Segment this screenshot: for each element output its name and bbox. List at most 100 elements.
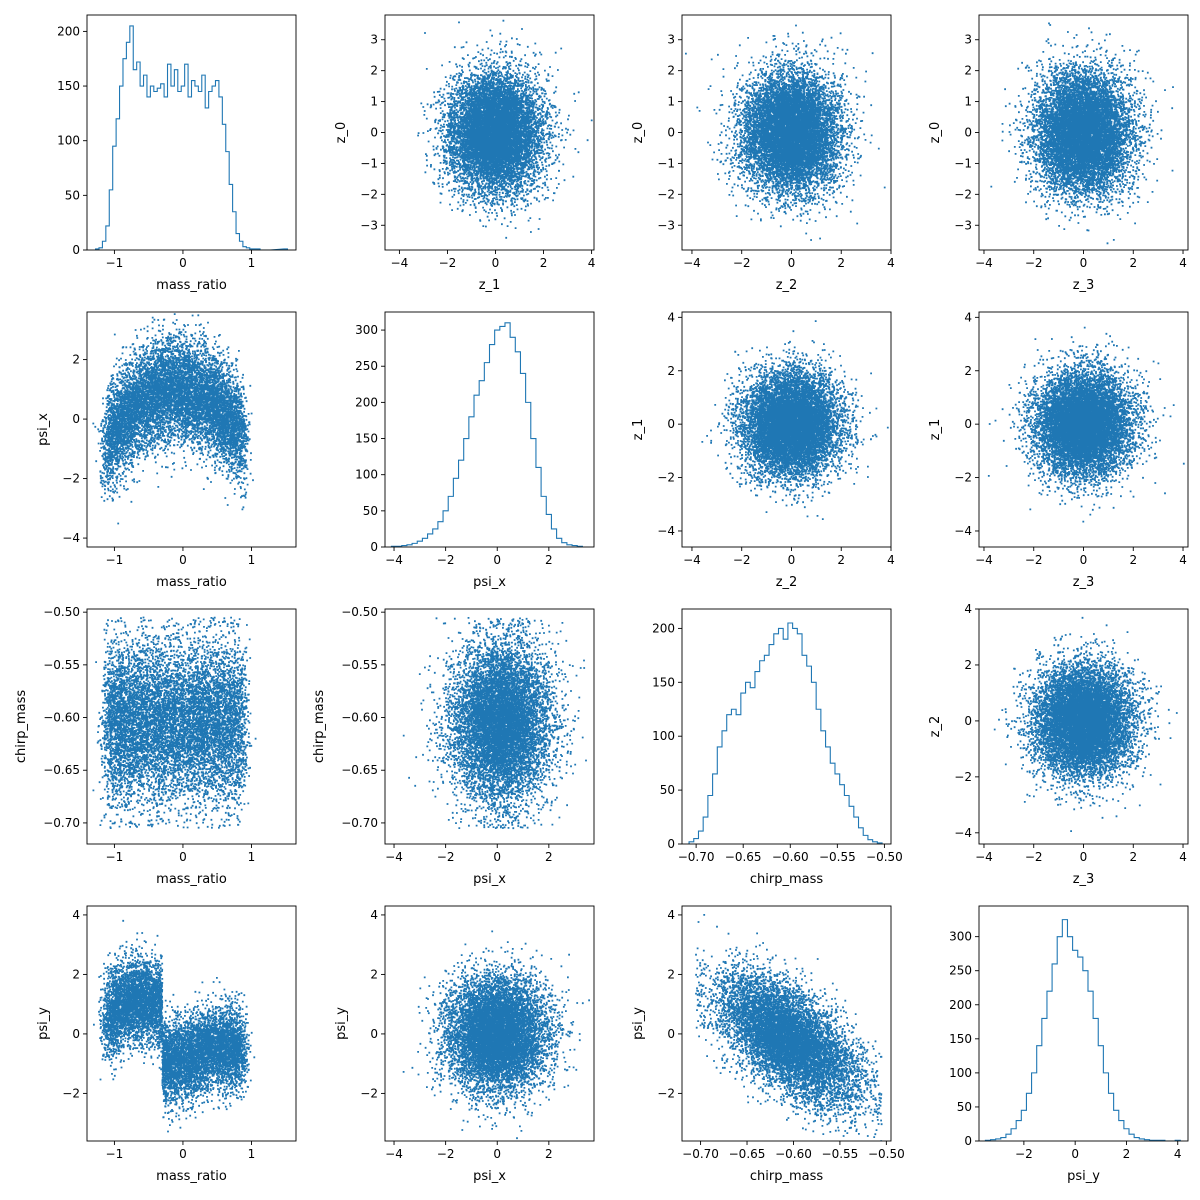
histogram-bin: [769, 645, 774, 844]
histogram-bin: [505, 323, 510, 547]
y-tick-label: 150: [652, 675, 675, 689]
histogram-bin: [698, 831, 703, 844]
histogram-bin: [551, 529, 556, 547]
y-tick-label: 2: [72, 967, 80, 981]
histogram-bin: [863, 835, 868, 844]
y-tick-label: 4: [964, 602, 972, 616]
histogram-bin: [137, 62, 140, 250]
y-tick-label: 3: [964, 33, 972, 47]
histogram-bin: [161, 84, 164, 250]
x-tick-label: 1: [248, 1147, 256, 1161]
x-tick-label: −0.70: [682, 1147, 719, 1161]
x-axis-label: mass_ratio: [156, 872, 227, 887]
histogram-bin: [144, 75, 147, 250]
histogram-bin: [811, 682, 816, 844]
histogram-bin: [541, 496, 546, 547]
histogram-bin: [243, 247, 246, 250]
x-tick-label: −2: [733, 256, 751, 270]
y-tick-label: 0: [667, 417, 675, 431]
x-tick-label: −2: [1025, 850, 1043, 864]
y-tick-label: 200: [949, 998, 972, 1012]
x-axis-label: chirp_mass: [750, 1169, 823, 1184]
histogram-bin: [1114, 1110, 1119, 1141]
y-tick-label: −1: [657, 156, 675, 170]
y-tick-label: 50: [363, 504, 378, 518]
y-tick-label: 0: [72, 243, 80, 257]
y-tick-label: −1: [954, 156, 972, 170]
x-tick-label: −4: [391, 256, 409, 270]
x-tick-label: −4: [975, 850, 993, 864]
y-tick-label: −3: [954, 218, 972, 232]
histogram-bin: [703, 817, 708, 844]
y-tick-label: 250: [355, 359, 378, 373]
histogram-bin: [453, 478, 458, 547]
x-tick-label: −0.60: [775, 1147, 812, 1161]
y-tick-label: 200: [355, 395, 378, 409]
x-tick-label: 2: [837, 256, 845, 270]
histogram-bin: [1109, 1093, 1114, 1141]
x-axis-label: z_3: [1073, 575, 1095, 590]
y-tick-label: −2: [954, 770, 972, 784]
x-tick-label: −0.65: [729, 1147, 766, 1161]
y-tick-label: −0.55: [341, 658, 378, 672]
histogram-bin: [755, 672, 760, 844]
histogram-bin: [764, 655, 769, 844]
x-tick-label: −0.60: [772, 850, 809, 864]
histogram-bin: [130, 26, 133, 250]
y-tick-label: 300: [949, 930, 972, 944]
y-tick-label: −2: [657, 187, 675, 201]
x-tick-label: −0.50: [868, 1147, 905, 1161]
x-tick-label: −4: [385, 850, 403, 864]
y-tick-label: −2: [954, 471, 972, 485]
y-tick-label: −1: [360, 156, 378, 170]
y-tick-label: 0: [72, 412, 80, 426]
y-axis-label: z_0: [334, 122, 349, 144]
histogram-bin: [708, 795, 713, 844]
x-tick-label: 2: [1123, 1147, 1131, 1161]
y-tick-label: −3: [360, 218, 378, 232]
y-tick-label: 150: [949, 1032, 972, 1046]
histogram-bin: [731, 709, 736, 844]
histogram-bin: [1134, 1138, 1139, 1141]
histogram-bin: [1021, 1110, 1026, 1141]
histogram-bin: [417, 541, 422, 547]
y-axis-label: z_1: [631, 419, 646, 441]
histogram-bin: [717, 747, 722, 844]
histogram-bin: [1032, 1073, 1037, 1141]
histogram-bin: [140, 86, 143, 250]
histogram-bin: [229, 184, 232, 250]
histogram-bin: [178, 92, 181, 250]
x-axis-label: mass_ratio: [156, 278, 227, 293]
histogram-bin: [760, 661, 765, 844]
histogram-bin: [171, 86, 174, 250]
histogram-bin: [778, 628, 783, 844]
histogram-bin: [174, 70, 177, 250]
x-tick-label: 0: [1080, 256, 1088, 270]
x-tick-label: −2: [1025, 553, 1043, 567]
x-tick-label: 4: [1174, 1147, 1182, 1161]
y-tick-label: 2: [370, 967, 378, 981]
y-tick-label: 2: [964, 64, 972, 78]
histogram-bin: [722, 731, 727, 844]
x-tick-label: 4: [1179, 256, 1187, 270]
x-tick-label: −2: [437, 850, 455, 864]
x-axis-label: psi_x: [473, 872, 506, 887]
y-tick-label: 0: [667, 1027, 675, 1041]
x-axis-label: z_2: [776, 575, 798, 590]
y-tick-label: 4: [72, 908, 80, 922]
histogram-bin: [1103, 1073, 1108, 1141]
histogram-bin: [1062, 920, 1067, 1141]
histogram-bin: [109, 190, 112, 250]
histogram-bin: [192, 81, 195, 250]
y-tick-label: 100: [949, 1066, 972, 1080]
histogram-bin: [500, 326, 505, 547]
y-tick-label: 100: [355, 468, 378, 482]
histogram-bin: [854, 817, 859, 844]
histogram-bin: [479, 381, 484, 547]
x-tick-label: 0: [493, 1147, 501, 1161]
x-tick-label: −2: [1025, 256, 1043, 270]
histogram-bin: [840, 785, 845, 844]
y-tick-label: 200: [57, 24, 80, 38]
y-tick-label: 4: [964, 310, 972, 324]
y-tick-label: 4: [667, 310, 675, 324]
